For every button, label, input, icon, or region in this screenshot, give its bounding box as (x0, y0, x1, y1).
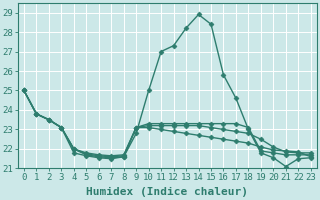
X-axis label: Humidex (Indice chaleur): Humidex (Indice chaleur) (86, 187, 248, 197)
